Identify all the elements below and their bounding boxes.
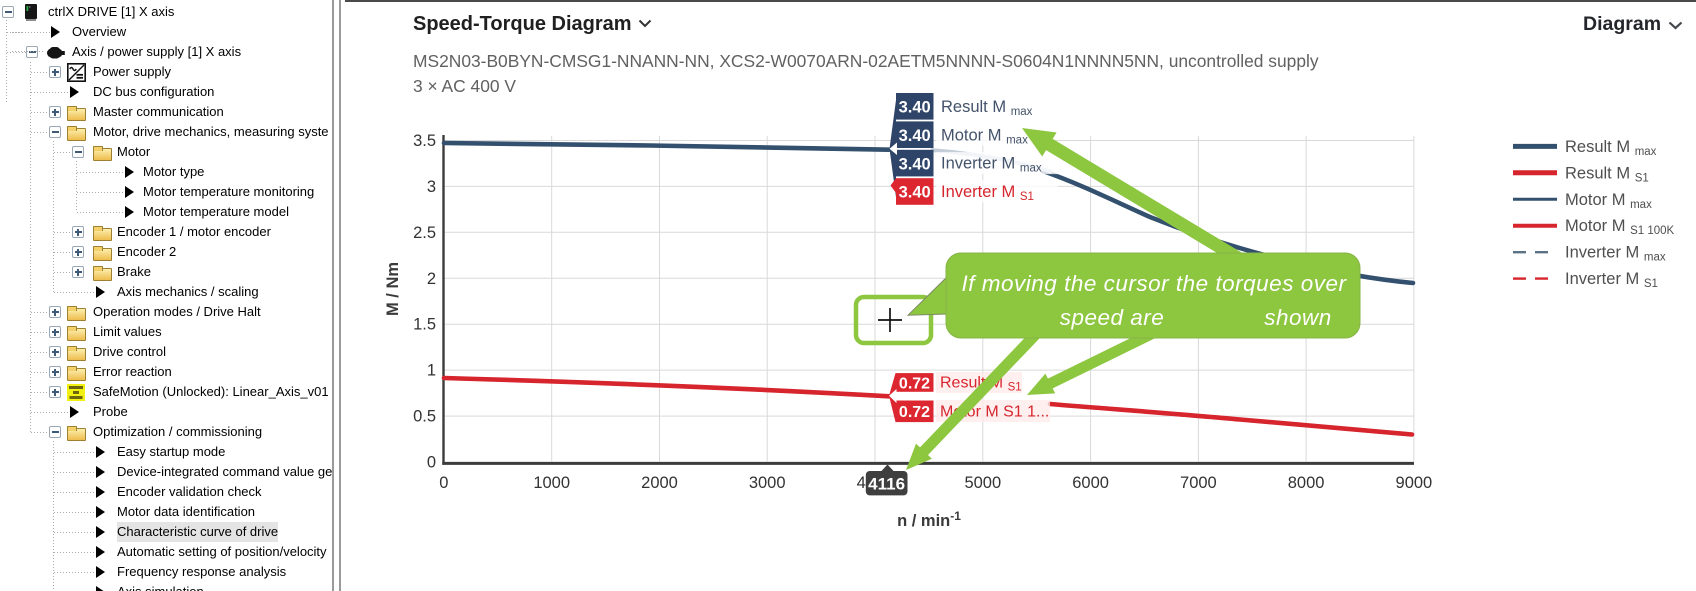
svg-text:0: 0 xyxy=(439,474,448,492)
svg-text:2.5: 2.5 xyxy=(413,224,436,242)
svg-text:shown: shown xyxy=(1264,305,1332,330)
svg-text:Inverter M max: Inverter M max xyxy=(1565,244,1666,264)
svg-text:Result M max: Result M max xyxy=(1565,138,1657,158)
svg-text:3.40: 3.40 xyxy=(899,99,931,117)
svg-text:Motor M S1 100K: Motor M S1 100K xyxy=(1565,217,1675,237)
svg-text:speed are: speed are xyxy=(1060,305,1165,330)
svg-text:0: 0 xyxy=(427,454,436,472)
svg-text:M / Nm: M / Nm xyxy=(384,262,402,316)
svg-text:Result M S1: Result M S1 xyxy=(1565,164,1649,184)
svg-text:Inverter M S1: Inverter M S1 xyxy=(941,183,1034,203)
svg-text:2: 2 xyxy=(427,270,436,288)
svg-text:0.5: 0.5 xyxy=(413,408,436,426)
svg-text:3.5: 3.5 xyxy=(413,132,436,150)
svg-text:4116: 4116 xyxy=(868,475,905,494)
svg-text:n / min-1: n / min-1 xyxy=(897,509,961,530)
svg-text:5000: 5000 xyxy=(964,474,1001,492)
svg-text:2000: 2000 xyxy=(641,474,678,492)
svg-text:1.5: 1.5 xyxy=(413,316,436,334)
svg-text:3000: 3000 xyxy=(749,474,786,492)
svg-text:Result M max: Result M max xyxy=(941,98,1033,118)
svg-text:0.72: 0.72 xyxy=(899,404,930,421)
svg-text:1: 1 xyxy=(427,362,436,380)
svg-text:1000: 1000 xyxy=(533,474,570,492)
svg-text:If moving the cursor the torqu: If moving the cursor the torques over xyxy=(962,271,1348,296)
svg-text:9000: 9000 xyxy=(1396,474,1433,492)
svg-text:7000: 7000 xyxy=(1180,474,1217,492)
svg-text:3.40: 3.40 xyxy=(899,127,931,145)
svg-text:3.40: 3.40 xyxy=(899,184,931,202)
svg-text:0.72: 0.72 xyxy=(899,375,930,392)
svg-text:Inverter M max: Inverter M max xyxy=(941,155,1042,175)
svg-text:8000: 8000 xyxy=(1288,474,1325,492)
svg-text:3: 3 xyxy=(427,178,436,196)
svg-text:3.40: 3.40 xyxy=(899,155,931,173)
svg-text:Motor M max: Motor M max xyxy=(1565,191,1652,211)
svg-text:Inverter M S1: Inverter M S1 xyxy=(1565,270,1658,290)
svg-text:6000: 6000 xyxy=(1072,474,1109,492)
